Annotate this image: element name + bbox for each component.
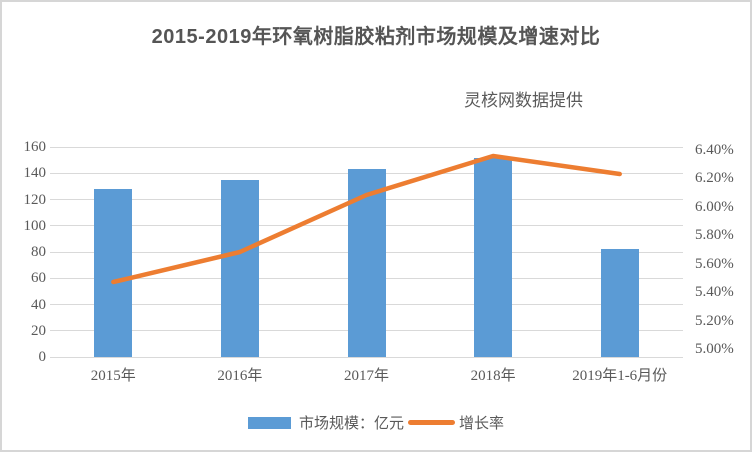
y-axis-right-tick-label: 6.20%: [695, 170, 734, 186]
y-axis-right-tick-label: 6.00%: [695, 198, 734, 215]
market-size-bar: [94, 189, 133, 357]
legend-label-growth-rate: 增长率: [459, 416, 505, 432]
legend-bar-swatch: [247, 416, 291, 429]
x-axis-category-label: 2018年: [470, 368, 516, 384]
y-axis-right-tick-label: 5.20%: [695, 312, 734, 329]
y-axis-left-tick-label: 40: [31, 296, 46, 313]
y-axis-left-tick-label: 80: [31, 244, 46, 260]
x-axis-category-label: 2019年1-6月份: [572, 368, 668, 384]
legend: 市场规模：亿元 增长率: [2, 412, 750, 433]
y-axis-left-tick-label: 160: [23, 139, 47, 155]
legend-line-swatch: [408, 420, 455, 425]
y-axis-left-tick-label: 60: [31, 270, 46, 287]
y-axis-right-tick-label: 5.80%: [695, 227, 734, 243]
plot-area: [50, 146, 683, 358]
y-axis-left-tick-label: 20: [31, 322, 46, 339]
data-source-note: 灵核网数据提供: [464, 91, 583, 110]
y-axis-left-tick-label: 100: [23, 217, 47, 234]
market-size-bar: [600, 249, 639, 357]
growth-rate-line-layer: [111, 153, 622, 285]
x-axis-line: [50, 356, 683, 358]
y-axis-right-tick-label: 6.40%: [695, 141, 734, 158]
y-axis-right-tick-label: 5.00%: [695, 341, 734, 357]
x-axis-category-label: 2015年: [90, 368, 136, 384]
market-size-bar: [474, 157, 513, 357]
x-axis-category-label: 2017年: [343, 368, 390, 384]
legend-item-growth-rate: 增长率: [404, 412, 504, 433]
y-axis-left-tick-label: 0: [38, 349, 47, 365]
y-axis-left-tick-label: 120: [23, 191, 47, 208]
growth-rate-line: [111, 153, 622, 285]
x-axis-category-label: 2016年: [217, 368, 263, 384]
y-axis-right-tick-label: 5.60%: [695, 255, 734, 272]
legend-label-market-size: 市场规模：亿元: [298, 416, 404, 432]
y-axis-right-tick-label: 5.40%: [695, 284, 734, 300]
y-axis-left-tick-label: 140: [23, 165, 47, 182]
market-size-bar: [220, 179, 259, 357]
legend-item-market-size: 市场规模：亿元: [247, 412, 404, 433]
gridline: [50, 146, 683, 148]
chart-title: 2015-2019年环氧树脂胶粘剂市场规模及增速对比: [151, 26, 601, 48]
